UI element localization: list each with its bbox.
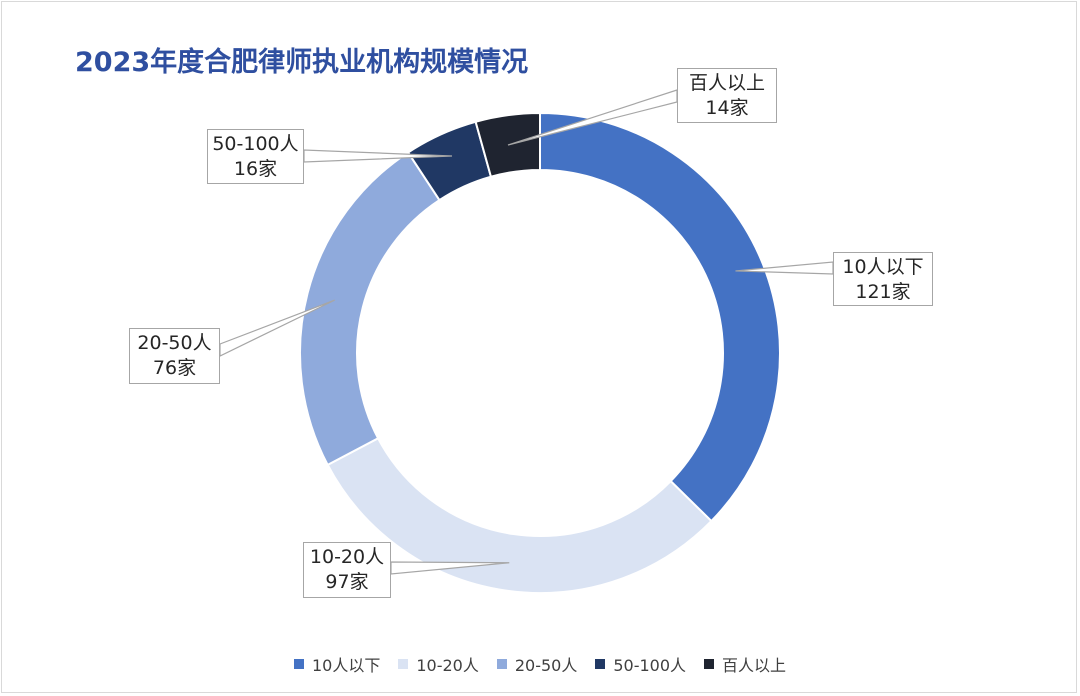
- legend-label: 50-100人: [613, 656, 687, 675]
- legend-swatch: [595, 659, 606, 669]
- slice-20-50: [299, 151, 441, 467]
- data-label-20-50: 20-50人 76家: [129, 328, 220, 384]
- legend-item-10-20: 10-20人: [398, 652, 479, 676]
- leader-10-20: [390, 561, 510, 575]
- data-label-value: 76家: [152, 357, 197, 379]
- data-label-name: 50-100人: [212, 133, 299, 155]
- chart-legend: 10人以下 10-20人 20-50人 50-100人 百人以上: [0, 652, 1080, 676]
- data-label-value: 121家: [855, 281, 911, 303]
- legend-swatch: [704, 659, 715, 669]
- legend-swatch: [496, 659, 507, 669]
- data-label-100-plus: 百人以上 14家: [677, 68, 777, 123]
- legend-swatch: [398, 659, 409, 669]
- leader-50-100: [303, 149, 453, 163]
- legend-label: 10-20人: [416, 656, 479, 675]
- legend-label: 20-50人: [514, 656, 578, 675]
- data-label-50-100: 50-100人 16家: [207, 129, 304, 184]
- data-label-value: 97家: [325, 571, 369, 593]
- leader-20-50: [219, 299, 335, 357]
- data-label-value: 14家: [705, 97, 749, 119]
- slice-100-plus: [474, 111, 541, 178]
- legend-label: 百人以上: [722, 656, 787, 675]
- data-label-10-under: 10人以下 121家: [833, 252, 933, 306]
- data-label-10-20: 10-20人 97家: [303, 542, 391, 598]
- legend-item-20-50: 20-50人: [496, 652, 578, 676]
- data-label-name: 10-20人: [309, 546, 385, 568]
- data-label-name: 百人以上: [688, 72, 765, 94]
- donut-slices: [299, 111, 781, 594]
- legend-swatch: [293, 659, 304, 669]
- legend-item-100-plus: 百人以上: [704, 652, 786, 676]
- data-label-name: 10人以下: [842, 256, 924, 278]
- data-label-name: 20-50人: [137, 332, 212, 354]
- chart-title: 2023年度合肥律师执业机构规模情况: [75, 47, 529, 78]
- slice-10-under: [539, 111, 781, 523]
- legend-item-50-100: 50-100人: [595, 652, 686, 676]
- label-leader-lines: [219, 89, 834, 575]
- data-label-value: 16家: [233, 158, 278, 180]
- legend-item-10-under: 10人以下: [293, 652, 381, 676]
- legend-label: 10人以下: [311, 656, 381, 675]
